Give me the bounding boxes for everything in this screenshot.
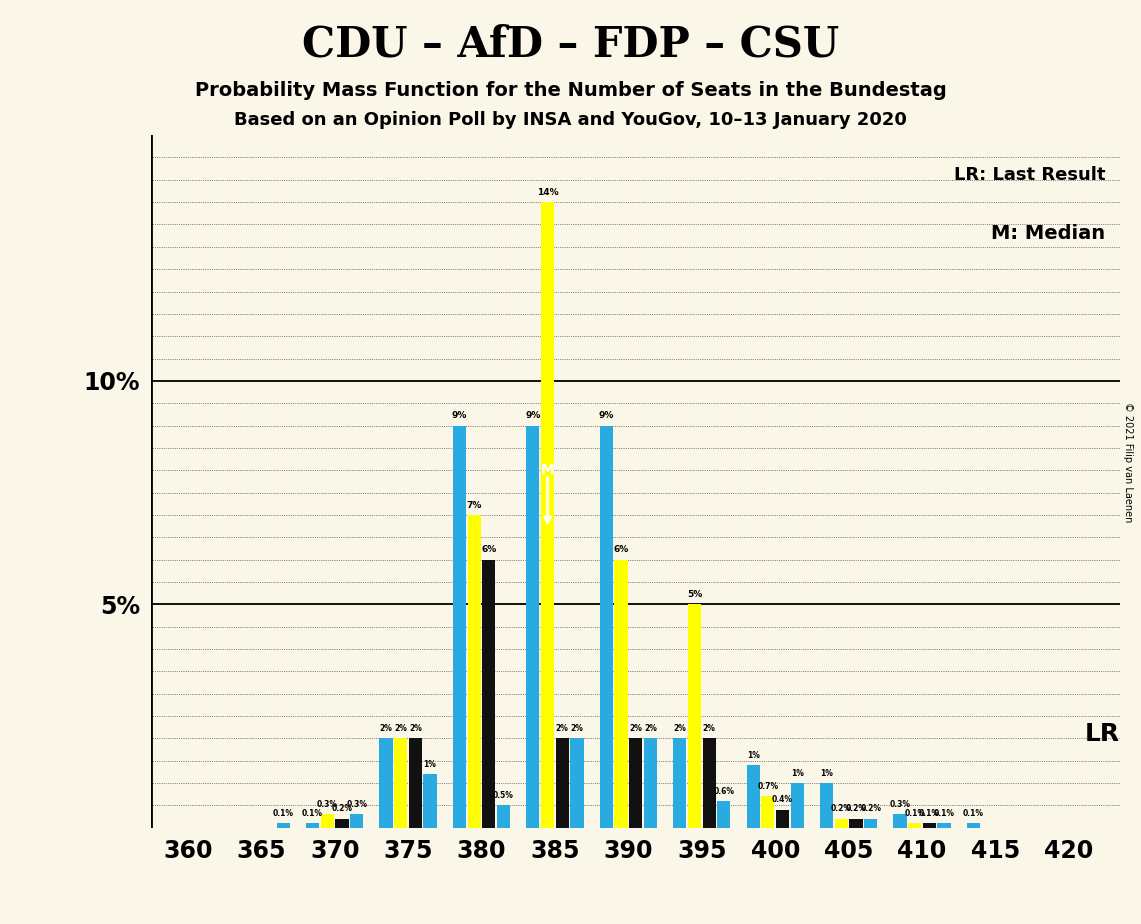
Bar: [526, 426, 540, 828]
Text: 0.3%: 0.3%: [890, 800, 911, 808]
Text: CDU – AfD – FDP – CSU: CDU – AfD – FDP – CSU: [302, 23, 839, 65]
Bar: [306, 823, 319, 828]
Text: 0.5%: 0.5%: [493, 791, 513, 800]
Text: 14%: 14%: [536, 188, 558, 197]
Text: LR: Last Result: LR: Last Result: [954, 166, 1106, 185]
Text: 2%: 2%: [395, 724, 407, 733]
Text: 6%: 6%: [614, 545, 629, 554]
Bar: [556, 738, 569, 828]
Text: 9%: 9%: [525, 411, 541, 420]
Text: M: Median: M: Median: [992, 225, 1106, 244]
Bar: [497, 806, 510, 828]
Bar: [394, 738, 407, 828]
Text: 0.4%: 0.4%: [772, 796, 793, 805]
Text: 0.2%: 0.2%: [332, 805, 353, 813]
Text: 9%: 9%: [452, 411, 467, 420]
Text: 0.2%: 0.2%: [845, 805, 866, 813]
Text: 2%: 2%: [408, 724, 422, 733]
Bar: [644, 738, 657, 828]
Bar: [483, 560, 495, 828]
Text: 1%: 1%: [820, 769, 833, 778]
Bar: [966, 823, 980, 828]
Bar: [335, 819, 349, 828]
Bar: [893, 814, 907, 828]
Bar: [938, 823, 950, 828]
Bar: [453, 426, 466, 828]
Bar: [600, 426, 613, 828]
Bar: [570, 738, 583, 828]
Text: 0.1%: 0.1%: [273, 808, 293, 818]
Text: Based on an Opinion Poll by INSA and YouGov, 10–13 January 2020: Based on an Opinion Poll by INSA and You…: [234, 111, 907, 128]
Bar: [746, 765, 760, 828]
Bar: [408, 738, 422, 828]
Bar: [688, 604, 701, 828]
Text: 7%: 7%: [467, 501, 482, 509]
Text: 5%: 5%: [687, 590, 702, 599]
Bar: [718, 801, 730, 828]
Text: 2%: 2%: [703, 724, 715, 733]
Text: 0.3%: 0.3%: [346, 800, 367, 808]
Text: 0.1%: 0.1%: [302, 808, 323, 818]
Bar: [541, 202, 555, 828]
Text: Probability Mass Function for the Number of Seats in the Bundestag: Probability Mass Function for the Number…: [195, 81, 946, 101]
Text: 1%: 1%: [791, 769, 803, 778]
Text: 0.7%: 0.7%: [758, 782, 778, 791]
Bar: [380, 738, 393, 828]
Text: 0.1%: 0.1%: [919, 808, 940, 818]
Text: 0.3%: 0.3%: [317, 800, 338, 808]
Text: © 2021 Filip van Laenen: © 2021 Filip van Laenen: [1123, 402, 1133, 522]
Text: 0.2%: 0.2%: [860, 805, 881, 813]
Text: 1%: 1%: [746, 751, 760, 760]
Bar: [276, 823, 290, 828]
Text: M: M: [541, 463, 555, 477]
Bar: [923, 823, 936, 828]
Text: 2%: 2%: [380, 724, 393, 733]
Bar: [864, 819, 877, 828]
Bar: [423, 774, 437, 828]
Bar: [614, 560, 628, 828]
Text: 0.1%: 0.1%: [904, 808, 925, 818]
Text: 6%: 6%: [482, 545, 496, 554]
Text: 9%: 9%: [599, 411, 614, 420]
Text: 2%: 2%: [629, 724, 642, 733]
Bar: [468, 515, 480, 828]
Text: 2%: 2%: [673, 724, 686, 733]
Text: 0.1%: 0.1%: [933, 808, 955, 818]
Bar: [629, 738, 642, 828]
Text: 1%: 1%: [423, 760, 437, 769]
Text: LR: LR: [1085, 722, 1120, 746]
Text: 0.6%: 0.6%: [713, 786, 735, 796]
Bar: [761, 796, 775, 828]
Bar: [908, 823, 921, 828]
Bar: [776, 809, 790, 828]
Text: 2%: 2%: [556, 724, 568, 733]
Bar: [849, 819, 863, 828]
Bar: [673, 738, 687, 828]
Text: 0.1%: 0.1%: [963, 808, 984, 818]
Bar: [703, 738, 715, 828]
Bar: [321, 814, 334, 828]
Bar: [350, 814, 363, 828]
Text: 0.2%: 0.2%: [831, 805, 852, 813]
Bar: [820, 783, 833, 828]
Text: 2%: 2%: [570, 724, 583, 733]
Bar: [791, 783, 803, 828]
Bar: [835, 819, 848, 828]
Text: 2%: 2%: [644, 724, 657, 733]
